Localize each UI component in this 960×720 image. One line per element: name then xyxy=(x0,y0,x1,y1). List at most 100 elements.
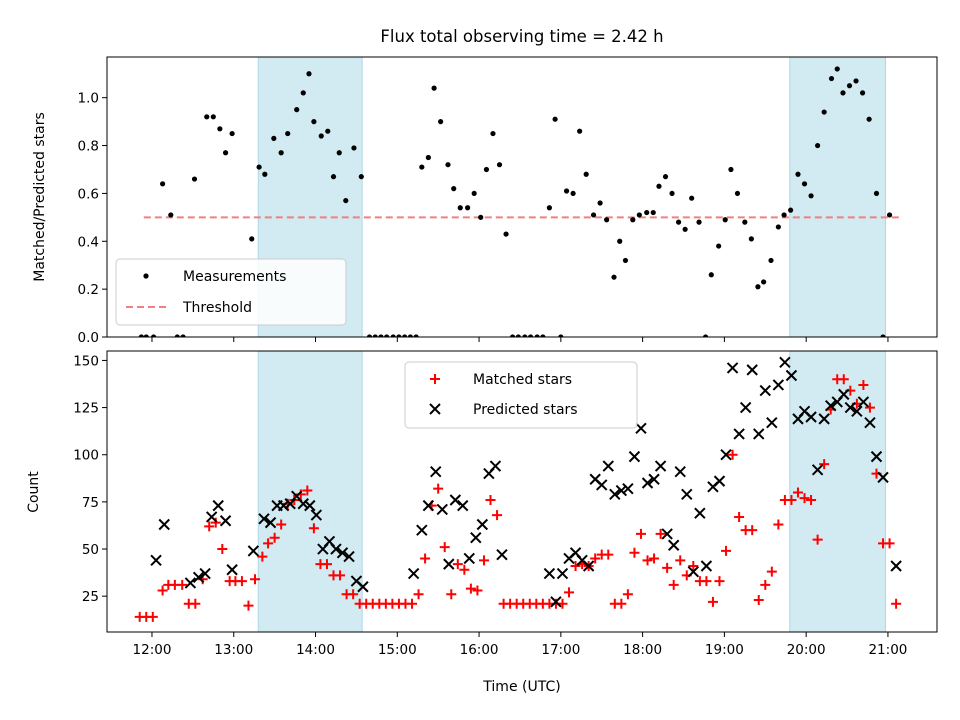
legend-predicted-label: Predicted stars xyxy=(473,402,578,418)
measurement-point xyxy=(249,236,255,242)
measurement-point xyxy=(483,166,490,173)
matched-star-point xyxy=(452,559,463,570)
measurement-point xyxy=(396,334,402,337)
measurement-point xyxy=(630,217,636,223)
predicted-star-point xyxy=(766,416,778,429)
x-tick-label: 16:00 xyxy=(460,642,499,658)
matched-star-point xyxy=(413,589,424,600)
predicted-star-point xyxy=(609,488,621,501)
predicted-star-point xyxy=(681,488,693,501)
predicted-star-point xyxy=(700,560,713,572)
matched-star-point xyxy=(642,555,653,566)
predicted-star-point xyxy=(449,494,462,506)
predicted-star-point xyxy=(674,465,686,478)
top-panel: 0.0 0.2 0.4 0.6 0.8 1.0 Measurements Threshold xyxy=(78,56,938,346)
measurement-point xyxy=(138,334,144,337)
measurement-point xyxy=(191,176,198,182)
measurement-point xyxy=(728,166,734,173)
predicted-star-point xyxy=(543,567,556,580)
matched-star-point xyxy=(649,553,660,564)
legend-measurement-marker xyxy=(143,273,149,279)
predicted-star-point xyxy=(357,581,369,593)
matched-star-point xyxy=(217,544,228,555)
measurement-point xyxy=(570,190,576,197)
measurement-point xyxy=(682,226,688,232)
matched-star-point xyxy=(564,587,575,598)
matched-star-point xyxy=(707,596,718,607)
measurement-point xyxy=(527,334,534,337)
measurement-point xyxy=(451,186,457,192)
measurement-point xyxy=(343,197,349,204)
matched-star-point xyxy=(236,576,247,587)
predicted-star-point xyxy=(838,388,850,401)
matched-star-point xyxy=(492,510,503,521)
measurement-point xyxy=(761,279,767,285)
predicted-star-point xyxy=(759,384,771,397)
predicted-star-point xyxy=(416,524,428,536)
bottom-y-axis-label: Count xyxy=(26,471,42,513)
predicted-star-point xyxy=(443,558,455,570)
measurement-point xyxy=(180,334,186,337)
legend-matched-marker xyxy=(430,374,440,384)
measurement-point xyxy=(262,171,268,177)
measurement-point xyxy=(256,164,262,170)
predicted-star-point xyxy=(550,596,562,608)
matched-star-point xyxy=(727,449,738,460)
measurement-point xyxy=(742,219,748,225)
x-tick-label: 19:00 xyxy=(705,642,744,658)
measurement-point xyxy=(748,236,754,242)
matched-star-point xyxy=(243,600,254,611)
matched-star-point xyxy=(701,576,712,587)
measurement-point xyxy=(656,183,662,189)
measurement-point xyxy=(546,205,552,211)
x-tick-label: 20:00 xyxy=(787,642,826,658)
matched-star-point xyxy=(616,598,627,609)
predicted-star-point xyxy=(602,460,614,472)
measurement-point xyxy=(465,205,471,211)
matched-star-point xyxy=(747,525,758,536)
measurement-point xyxy=(768,257,774,264)
measurement-point xyxy=(351,145,357,151)
predicted-star-point xyxy=(857,396,870,408)
measurement-point xyxy=(563,188,570,194)
measurement-point xyxy=(294,107,300,113)
matched-star-point xyxy=(308,523,319,534)
measurement-point xyxy=(722,217,728,223)
top-legend-box xyxy=(115,258,347,326)
bottom-axes-frame xyxy=(106,350,938,633)
predicted-star-point xyxy=(654,460,667,472)
measurement-point xyxy=(636,212,642,218)
predicted-star-point xyxy=(310,509,323,521)
measurement-point xyxy=(285,130,291,137)
predicted-star-point xyxy=(805,411,817,423)
legend-predicted-marker xyxy=(429,403,441,415)
matched-star-point xyxy=(276,519,287,530)
bottom-y-tick-label: 150 xyxy=(73,353,99,369)
predicted-star-point xyxy=(733,428,745,440)
matched-star-point xyxy=(806,494,817,505)
measurement-point xyxy=(604,217,610,223)
measurement-point xyxy=(828,75,835,82)
top-y-axis-label: Matched/Predicted stars xyxy=(32,112,48,282)
measurement-point xyxy=(490,130,496,137)
predicted-star-point xyxy=(818,413,830,425)
bottom-y-tick-label: 125 xyxy=(73,401,99,417)
top-y-tick-label: 0.6 xyxy=(78,186,99,202)
matched-star-point xyxy=(204,521,215,532)
matched-star-point xyxy=(819,459,830,470)
measurement-point xyxy=(419,164,425,170)
predicted-star-point xyxy=(746,364,758,376)
predicted-star-point xyxy=(184,577,197,589)
matched-star-point xyxy=(263,538,274,549)
predicted-star-point xyxy=(199,567,211,580)
measurement-point xyxy=(300,90,306,96)
measurement-point xyxy=(143,334,149,337)
predicted-star-point xyxy=(297,498,309,510)
predicted-star-point xyxy=(582,560,595,572)
measurement-point xyxy=(558,334,564,337)
predicted-star-point xyxy=(264,516,277,529)
predicted-star-point xyxy=(772,379,785,391)
measurement-point xyxy=(210,114,216,120)
predicted-star-point xyxy=(713,475,726,487)
matched-star-point xyxy=(590,553,601,564)
